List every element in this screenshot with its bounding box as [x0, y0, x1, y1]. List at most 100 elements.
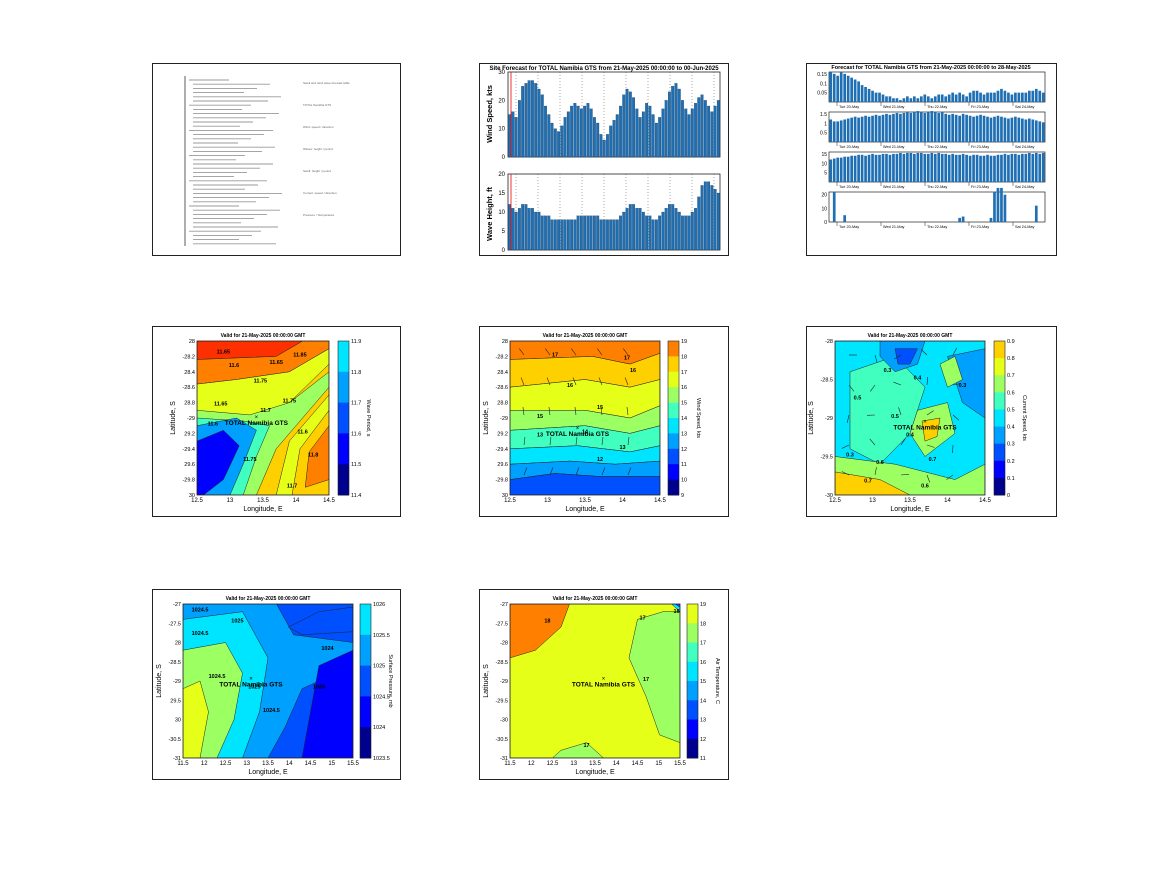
date-label: Tue 20-May: [839, 145, 859, 149]
map-title: Valid for 21-May-2025 00:00:00 GMT: [868, 333, 953, 339]
row-bar: [913, 96, 916, 102]
contour-band: [287, 606, 353, 636]
row-bar: [843, 215, 847, 222]
wave-height-bar: [540, 215, 544, 251]
row-bar: [874, 114, 878, 142]
contour-band: [628, 611, 680, 743]
row-bar: [902, 153, 906, 182]
y-axis-label: Latitude, S: [483, 664, 490, 698]
wave-height-bar: [511, 208, 515, 251]
row-bar: [1031, 119, 1035, 142]
report-panel: Swell and wind wave forecast table TOTAL …: [152, 63, 401, 256]
y-tick-label: 30: [502, 493, 508, 499]
colorbar-segment: [687, 738, 698, 759]
row-bar: [857, 154, 860, 182]
row-bar: [940, 153, 944, 182]
colorbar-segment: [687, 604, 698, 624]
row-bar: [1003, 90, 1007, 102]
y-tick-label: -28: [500, 641, 508, 647]
row-bar: [1024, 92, 1028, 102]
row-bar: [885, 96, 888, 102]
row-bar: [864, 87, 867, 102]
row-bar: [878, 154, 881, 182]
wind-speed-bar: [654, 122, 658, 158]
wind-speed-bar: [557, 131, 560, 158]
wave-period-map-panel: Valid for 21-May-2025 00:00:00 GMT 11.65 1…: [152, 326, 401, 517]
contour-label: 12: [597, 457, 603, 463]
colorbar-frame: [686, 603, 699, 759]
colorbar-segment: [687, 661, 698, 682]
contour-label: 11.85: [293, 352, 306, 358]
multi-timeseries-chart: Forecast for TOTAL Namibia GTS from 21-M…: [817, 65, 1046, 229]
wave-height-bar: [641, 211, 645, 251]
date-label: Fri 23-May: [971, 225, 989, 229]
contour-label: 11.65: [217, 349, 230, 355]
wind-speed-bar: [583, 105, 587, 158]
row-bar: [836, 121, 840, 142]
row-bar: [989, 217, 993, 222]
contour-label: 11.8: [308, 453, 318, 459]
wind-speed-bar: [573, 103, 577, 158]
y-tick-label: -29.4: [495, 447, 508, 453]
wind-speed-bar: [576, 105, 580, 158]
report-caption: Wind: speed / direction: [303, 125, 334, 129]
site-marker: ×: [255, 415, 259, 421]
row-bar: [843, 73, 847, 102]
y-tick-label: -29.5: [495, 698, 508, 704]
vector-arrow: [926, 474, 931, 483]
vector-arrow: [623, 348, 629, 356]
wind-speed-bar: [547, 114, 551, 158]
row-bar: [996, 115, 1000, 142]
y-tick-label: 29.5: [170, 698, 181, 704]
wind-speed-bar: [514, 117, 518, 158]
y-tick-label: 29.2: [497, 431, 508, 437]
row-tick-label: 0.5: [820, 131, 827, 137]
wave-height-bar: [690, 211, 694, 251]
row-bar: [829, 72, 833, 102]
map-frame: [196, 340, 330, 496]
row-tick-label: 10: [821, 206, 827, 212]
wind-speed-bar: [544, 105, 547, 158]
vector-arrow: [571, 348, 577, 356]
wave-height-bar: [560, 219, 564, 251]
x-tick-label: 14.5: [654, 498, 666, 504]
wave-height-bar: [664, 208, 668, 251]
row-bar: [926, 112, 930, 142]
row-bar: [1010, 153, 1014, 182]
vector-arrow: [952, 414, 960, 421]
colorbar-tick-label: 11.6: [351, 431, 361, 437]
colorbar-segment: [360, 665, 371, 697]
colorbar-tick-label: 12: [681, 447, 687, 453]
wave-height-bar: [700, 185, 704, 251]
row-bar: [829, 119, 833, 142]
wind-speed-bar: [606, 134, 609, 158]
map-frame: [509, 603, 681, 759]
row-bar: [965, 96, 968, 102]
colorbar-frame: [359, 603, 372, 759]
wave-height-tick-label: 10: [498, 210, 505, 216]
wave-height-bar: [563, 219, 567, 251]
row-bar: [1034, 120, 1038, 142]
row-tick-label: 0.15: [817, 72, 827, 78]
wave-height-tick-label: 15: [498, 191, 505, 197]
y-tick-label: 28.8: [184, 401, 195, 407]
wave-height-bar: [632, 204, 636, 251]
wind-speed-bar: [710, 111, 714, 158]
row-bar: [843, 156, 847, 182]
vector-arrow: [519, 348, 525, 356]
wave-height-bar: [553, 219, 557, 251]
contour-label: 11.6: [229, 363, 239, 369]
row-bar: [958, 154, 961, 182]
row-bar: [874, 92, 878, 102]
row-bar: [909, 98, 913, 102]
wind-speed-bar: [661, 108, 665, 158]
wave-height-bar: [635, 208, 639, 251]
wave-height-bar: [544, 215, 547, 251]
colorbar-tick-label: 11: [700, 756, 706, 762]
wave-height-bar: [592, 215, 596, 251]
contour-label: 1024.5: [263, 708, 280, 714]
x-tick-label: 14: [286, 761, 293, 767]
wind-speed-bar: [550, 122, 554, 158]
row-bar: [1027, 118, 1031, 142]
row-bar: [1010, 94, 1014, 102]
